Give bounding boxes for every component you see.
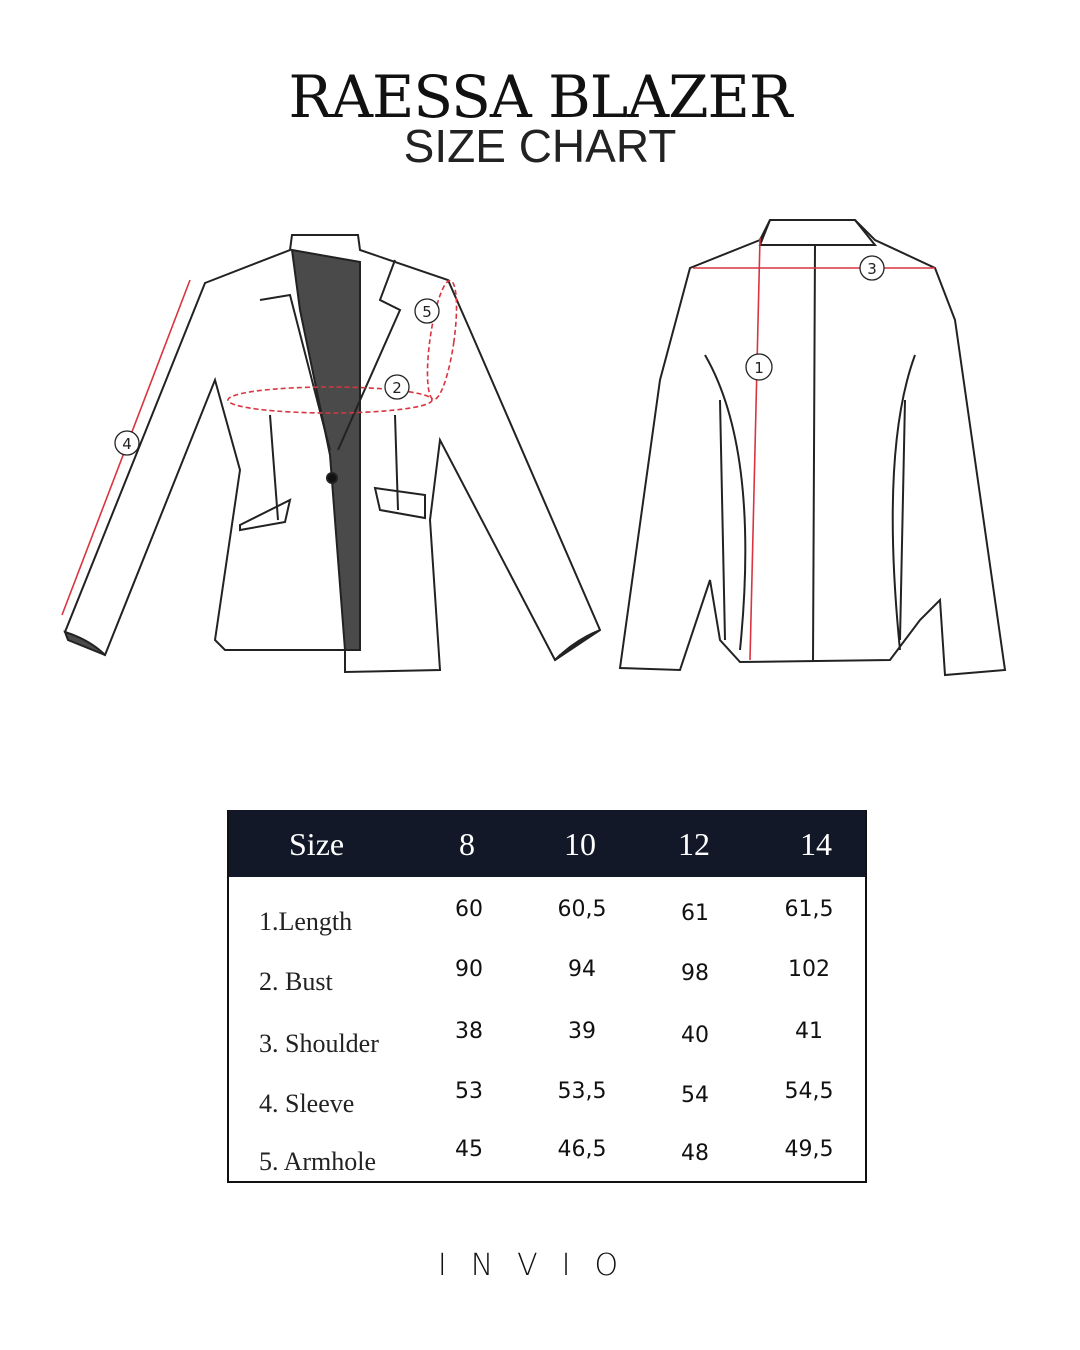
size-table: Size 8 10 12 14 1.Length 60 60,5 61 61,5 2. B… [227,810,867,1183]
page-subtitle: SIZE CHART [403,120,677,172]
marker-2: 2 [384,374,410,400]
header-8: 8 [459,826,475,862]
svg-text:1: 1 [754,359,764,377]
table-header: Size 8 10 12 14 [229,810,865,877]
header-14: 14 [800,826,832,862]
row-label: 1.Length [259,907,353,936]
table-cell: 41 [795,1019,823,1044]
marker-3: 3 [859,255,885,281]
table-cell: 38 [455,1019,483,1044]
table-cell: 98 [681,961,709,986]
table-cell: 53 [455,1079,483,1104]
row-label: 3. Shoulder [259,1029,379,1058]
brand-logo: INVIO [437,1248,643,1283]
table-cell: 61,5 [784,897,834,922]
table-cell: 39 [568,1019,596,1044]
header-size: Size [289,826,345,862]
table-cell: 61 [681,901,709,926]
blazer-back [618,219,1007,677]
svg-text:5: 5 [422,303,432,321]
table-cell: 90 [455,957,483,982]
table-cell: 54 [681,1083,709,1108]
row-label: 4. Sleeve [259,1089,355,1118]
marker-1: 1 [745,353,773,381]
page-title: RAESSA BLAZER [288,63,793,131]
row-label: 5. Armhole [259,1147,376,1176]
svg-text:2: 2 [392,379,402,397]
svg-text:3: 3 [867,260,877,278]
svg-text:4: 4 [122,435,132,453]
table-cell: 54,5 [784,1079,834,1104]
marker-4: 4 [114,430,140,456]
table-cell: 48 [681,1141,709,1166]
table-cell: 102 [788,957,830,982]
row-label: 2. Bust [259,967,333,996]
table-cell: 94 [568,957,596,982]
table-cell: 46,5 [557,1137,607,1162]
header-12: 12 [678,826,710,862]
table-cell: 53,5 [557,1079,607,1104]
table-cell: 49,5 [784,1137,834,1162]
blazer-front [61,234,602,674]
table-cell: 60 [455,897,483,922]
table-cell: 45 [455,1137,483,1162]
table-cell: 40 [681,1023,709,1048]
marker-5: 5 [414,298,440,324]
table-cell: 60,5 [557,897,607,922]
blazer-diagram: 4 2 5 1 3 [61,219,1007,677]
header-10: 10 [564,826,596,862]
